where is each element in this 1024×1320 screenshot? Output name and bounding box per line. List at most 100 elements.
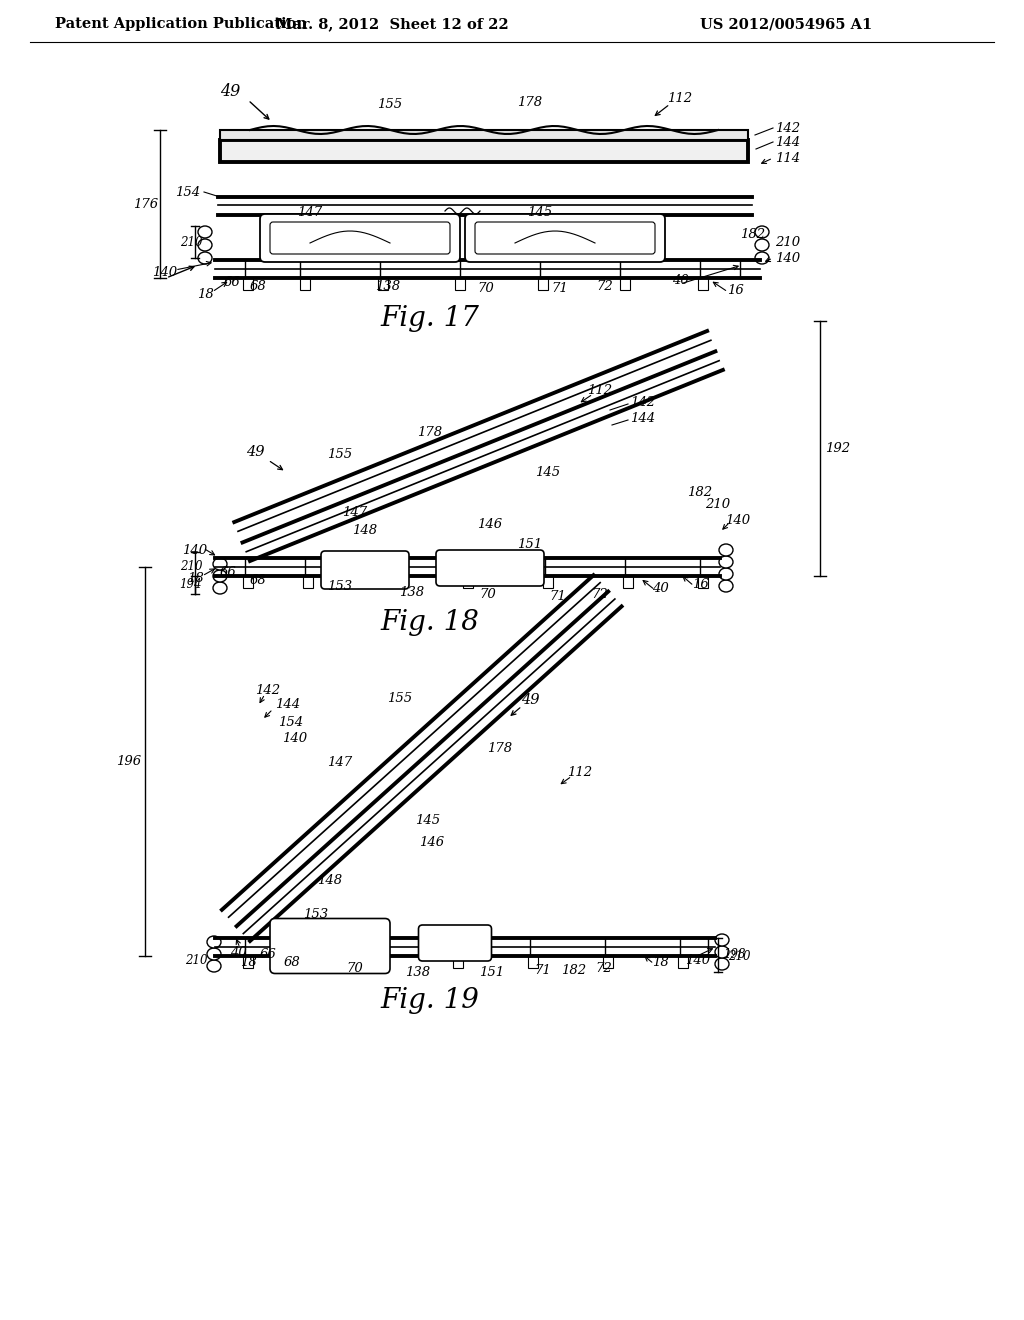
Text: 182: 182 bbox=[687, 486, 713, 499]
Text: 72: 72 bbox=[597, 281, 613, 293]
Text: 145: 145 bbox=[536, 466, 560, 479]
Text: 68: 68 bbox=[250, 573, 266, 586]
Text: 142: 142 bbox=[775, 121, 800, 135]
Text: 154: 154 bbox=[278, 715, 303, 729]
Bar bbox=[303, 576, 313, 587]
Ellipse shape bbox=[207, 948, 221, 960]
Text: 66: 66 bbox=[223, 276, 241, 289]
Text: Fig. 17: Fig. 17 bbox=[381, 305, 479, 331]
Text: 196: 196 bbox=[117, 755, 141, 768]
Text: 70: 70 bbox=[477, 281, 495, 294]
Text: 176: 176 bbox=[133, 198, 159, 210]
Text: 71: 71 bbox=[550, 590, 566, 602]
Bar bbox=[243, 279, 253, 290]
Text: Mar. 8, 2012  Sheet 12 of 22: Mar. 8, 2012 Sheet 12 of 22 bbox=[275, 17, 508, 30]
Text: 18: 18 bbox=[197, 288, 213, 301]
Ellipse shape bbox=[755, 252, 769, 264]
Ellipse shape bbox=[198, 226, 212, 238]
Text: 182: 182 bbox=[740, 228, 766, 242]
Text: 40: 40 bbox=[229, 945, 247, 958]
Text: 112: 112 bbox=[668, 91, 692, 104]
Bar bbox=[300, 279, 310, 290]
Bar bbox=[623, 576, 633, 587]
Ellipse shape bbox=[715, 935, 729, 946]
Text: 68: 68 bbox=[284, 956, 300, 969]
Text: 140: 140 bbox=[685, 953, 711, 966]
Bar bbox=[453, 956, 463, 968]
Text: 49: 49 bbox=[220, 83, 240, 100]
Text: 148: 148 bbox=[342, 243, 368, 256]
Ellipse shape bbox=[207, 936, 221, 948]
Ellipse shape bbox=[719, 544, 733, 556]
Text: 142: 142 bbox=[255, 684, 281, 697]
Text: 145: 145 bbox=[527, 206, 553, 219]
FancyBboxPatch shape bbox=[475, 222, 655, 253]
FancyBboxPatch shape bbox=[270, 919, 390, 974]
Text: 153: 153 bbox=[328, 581, 352, 594]
Text: 49: 49 bbox=[521, 693, 540, 708]
Text: 16: 16 bbox=[727, 284, 743, 297]
Ellipse shape bbox=[755, 226, 769, 238]
Text: 178: 178 bbox=[517, 95, 543, 108]
Text: 210: 210 bbox=[180, 561, 203, 573]
Bar bbox=[543, 576, 553, 587]
Text: 18: 18 bbox=[186, 572, 204, 585]
Bar bbox=[698, 576, 708, 587]
FancyBboxPatch shape bbox=[270, 222, 450, 253]
Text: 140: 140 bbox=[182, 544, 208, 557]
Ellipse shape bbox=[213, 570, 227, 582]
Text: 66: 66 bbox=[219, 565, 237, 578]
Bar bbox=[378, 956, 388, 968]
Ellipse shape bbox=[715, 958, 729, 970]
Text: 146: 146 bbox=[477, 519, 503, 532]
Bar bbox=[698, 279, 708, 290]
Text: 142: 142 bbox=[630, 396, 655, 408]
Text: 114: 114 bbox=[775, 152, 800, 165]
Text: 147: 147 bbox=[297, 206, 323, 219]
Bar bbox=[455, 279, 465, 290]
Ellipse shape bbox=[207, 960, 221, 972]
Bar bbox=[220, 140, 748, 162]
Bar bbox=[383, 576, 393, 587]
Text: 182: 182 bbox=[561, 964, 587, 977]
Text: 68: 68 bbox=[250, 281, 266, 293]
Text: 210: 210 bbox=[706, 498, 730, 511]
Text: 49: 49 bbox=[246, 445, 264, 459]
Text: 210: 210 bbox=[775, 235, 800, 248]
Text: 140: 140 bbox=[282, 731, 307, 744]
Ellipse shape bbox=[755, 239, 769, 251]
Text: 147: 147 bbox=[328, 755, 352, 768]
Text: 138: 138 bbox=[406, 965, 430, 978]
Text: 153: 153 bbox=[355, 228, 381, 242]
Text: 146: 146 bbox=[552, 243, 578, 256]
Text: 112: 112 bbox=[567, 766, 593, 779]
Ellipse shape bbox=[719, 568, 733, 579]
Text: 18: 18 bbox=[651, 956, 669, 969]
Text: 155: 155 bbox=[328, 447, 352, 461]
Text: 40: 40 bbox=[672, 273, 688, 286]
Text: 144: 144 bbox=[775, 136, 800, 149]
Text: 148: 148 bbox=[317, 874, 343, 887]
Text: 155: 155 bbox=[387, 692, 413, 705]
Text: 72: 72 bbox=[596, 961, 612, 974]
Text: 16: 16 bbox=[691, 578, 709, 590]
Text: 154: 154 bbox=[175, 186, 200, 198]
Text: Fig. 19: Fig. 19 bbox=[381, 986, 479, 1014]
Ellipse shape bbox=[719, 556, 733, 568]
Text: 210: 210 bbox=[180, 235, 203, 248]
Text: 144: 144 bbox=[275, 698, 300, 711]
Text: US 2012/0054965 A1: US 2012/0054965 A1 bbox=[700, 17, 872, 30]
Bar bbox=[378, 279, 388, 290]
Text: 151: 151 bbox=[517, 539, 543, 552]
FancyBboxPatch shape bbox=[321, 550, 409, 589]
Ellipse shape bbox=[213, 582, 227, 594]
Bar bbox=[538, 279, 548, 290]
FancyBboxPatch shape bbox=[436, 550, 544, 586]
Text: 145: 145 bbox=[416, 813, 440, 826]
Text: 140: 140 bbox=[725, 513, 751, 527]
Bar bbox=[678, 956, 688, 968]
Bar bbox=[463, 576, 473, 587]
Bar bbox=[620, 279, 630, 290]
Ellipse shape bbox=[198, 239, 212, 251]
Text: 112: 112 bbox=[588, 384, 612, 396]
